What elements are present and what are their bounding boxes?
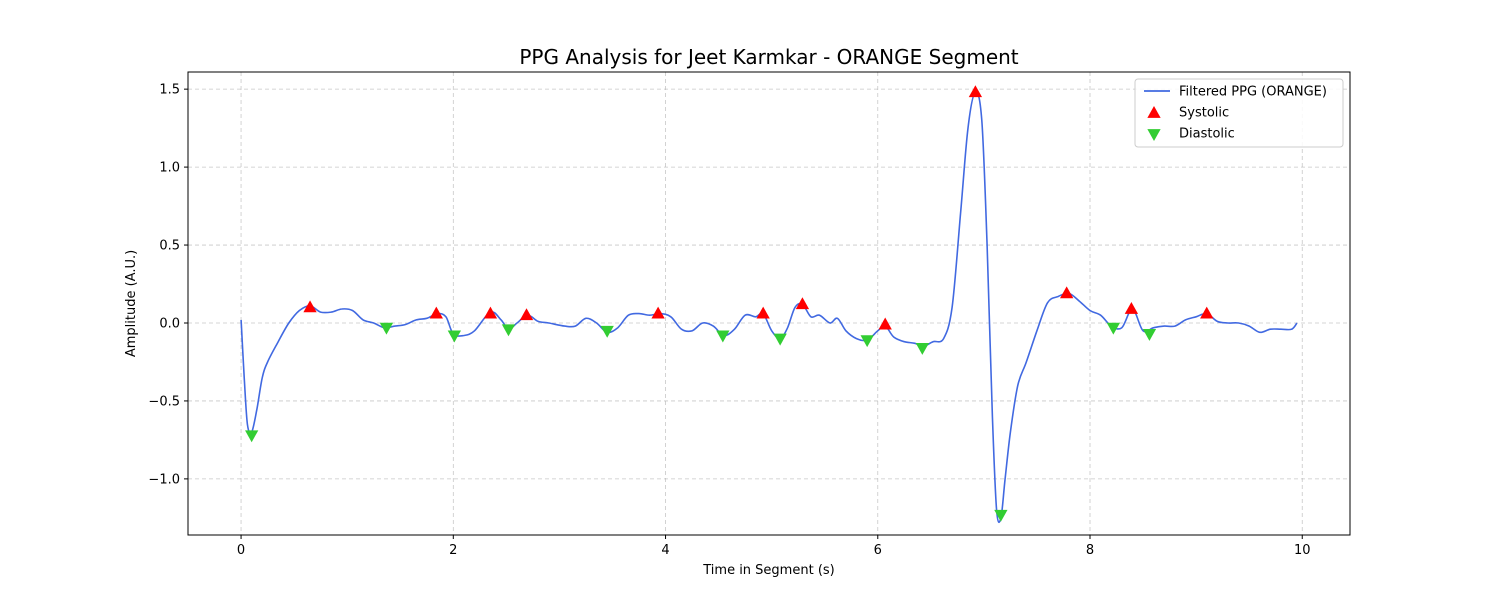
systolic-marker	[756, 306, 770, 319]
y-axis: −1.0 −0.5 0.0 0.5 1.0 1.5	[148, 83, 188, 487]
diastolic-marker	[600, 325, 614, 338]
systolic-marker	[968, 85, 983, 98]
diastolic-marker	[915, 343, 929, 355]
legend-box	[1134, 78, 1344, 148]
x-tick-label: 2	[449, 543, 457, 558]
y-tick-label: 1.5	[159, 83, 180, 98]
diastolic-marker	[1106, 322, 1121, 335]
x-tick-label: 4	[661, 543, 669, 558]
legend-label: Diastolic	[1179, 127, 1235, 142]
x-tick-label: 8	[1086, 543, 1094, 558]
diastolic-marker	[447, 330, 462, 343]
systolic-marker	[878, 317, 892, 330]
systolic-marker	[1060, 286, 1074, 299]
diastolic-marker	[245, 430, 259, 443]
diastolic-marker	[379, 322, 394, 335]
systolic-marker	[795, 297, 810, 310]
systolic-marker	[651, 306, 665, 319]
plot-frame	[187, 71, 1351, 536]
systolic-marker	[519, 308, 534, 321]
diastolic-marker	[773, 333, 787, 346]
y-tick-label: 0.0	[159, 316, 180, 331]
legend-label: Systolic	[1179, 106, 1229, 121]
x-tick-label: 6	[874, 543, 882, 558]
marker-layer	[245, 85, 1214, 522]
legend: Filtered PPG (ORANGE) Systolic Diastolic	[1134, 78, 1344, 148]
legend-diastolic-swatch	[1147, 129, 1161, 141]
y-tick-label: −0.5	[148, 394, 180, 409]
legend-label: Filtered PPG (ORANGE)	[1179, 85, 1327, 100]
x-tick-label: 10	[1294, 543, 1311, 558]
ppg-signal-line	[240, 91, 1298, 524]
y-tick-label: −1.0	[148, 472, 180, 487]
systolic-marker	[1124, 301, 1139, 314]
systolic-marker	[483, 306, 498, 319]
x-tick-label: 0	[237, 543, 245, 558]
diastolic-marker	[1142, 328, 1157, 341]
y-axis-label: Amplitude (A.U.)	[124, 250, 139, 357]
chart-title: PPG Analysis for Jeet Karmkar - ORANGE S…	[519, 45, 1018, 69]
x-axis: 0 2 4 6 8 10	[237, 535, 1311, 558]
legend-systolic-swatch	[1147, 106, 1161, 118]
y-tick-label: 1.0	[159, 161, 180, 176]
series-layer	[240, 91, 1298, 524]
systolic-marker	[429, 306, 443, 319]
diastolic-marker	[860, 335, 874, 348]
diastolic-marker	[501, 324, 516, 337]
x-axis-label: Time in Segment (s)	[702, 563, 834, 578]
diastolic-marker	[994, 509, 1008, 522]
y-tick-label: 0.5	[159, 239, 180, 254]
systolic-marker	[1200, 306, 1214, 319]
systolic-marker	[303, 300, 317, 313]
diastolic-marker	[716, 330, 730, 343]
